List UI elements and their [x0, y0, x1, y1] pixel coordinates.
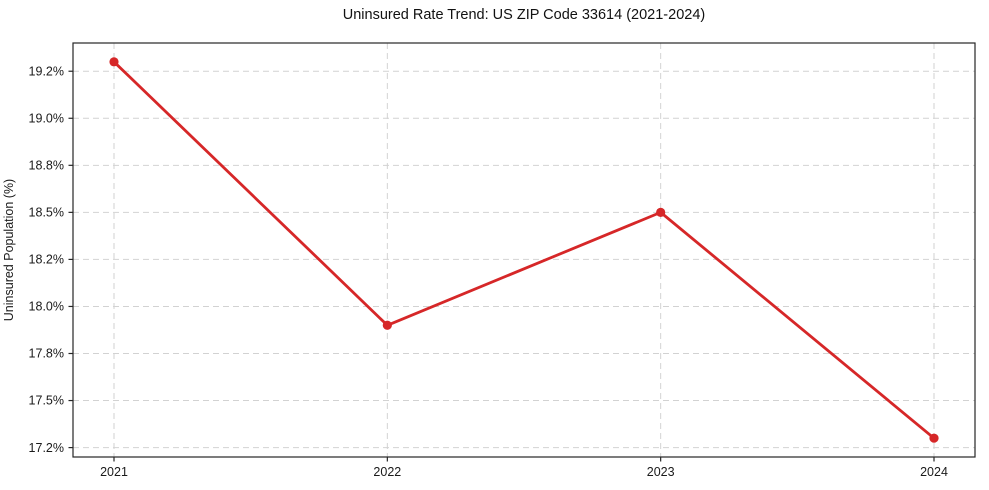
x-tick-label: 2023 — [647, 465, 675, 479]
x-tick-label: 2022 — [373, 465, 401, 479]
y-tick-label: 19.0% — [29, 111, 64, 125]
y-tick-label: 18.8% — [29, 159, 64, 173]
data-point-marker — [929, 433, 939, 443]
x-tick-label: 2024 — [920, 465, 948, 479]
plot-border — [72, 42, 976, 458]
y-tick-label: 17.8% — [29, 347, 64, 361]
y-axis-label: Uninsured Population (%) — [2, 179, 16, 321]
y-tick-label: 17.5% — [29, 394, 64, 408]
y-tick-label: 18.0% — [29, 300, 64, 314]
y-tick-label: 17.2% — [29, 441, 64, 455]
y-tick-label: 18.5% — [29, 206, 64, 220]
data-point-marker — [656, 207, 666, 217]
data-point-marker — [109, 57, 119, 67]
data-point-marker — [382, 320, 392, 330]
y-tick-label: 19.2% — [29, 64, 64, 78]
y-tick-label: 18.2% — [29, 253, 64, 267]
trend-line — [112, 60, 936, 440]
x-tick-label: 2021 — [100, 465, 128, 479]
chart-title: Uninsured Rate Trend: US ZIP Code 33614 … — [342, 7, 706, 23]
